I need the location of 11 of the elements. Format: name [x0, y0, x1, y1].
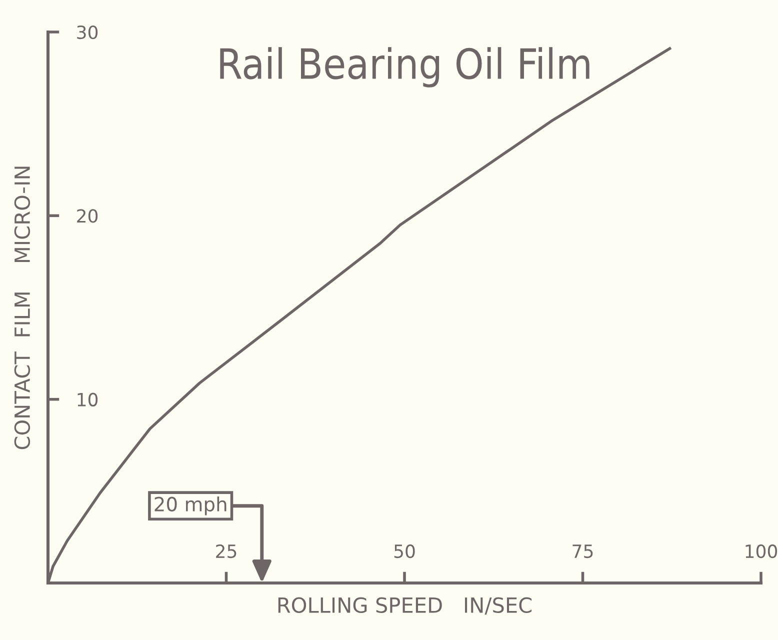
y-tick-label: 10 [78, 392, 98, 406]
x-tick-label: 75 [572, 544, 593, 558]
chart-title: Rail Bearing Oil Film [220, 47, 590, 88]
y-axis-title: CONTACT FILM MICRO-IN [14, 166, 30, 450]
x-tick-label: 50 [394, 544, 415, 558]
y-tick-label: 20 [77, 209, 98, 223]
x-axis-title: ROLLING SPEED IN/SEC [278, 597, 532, 615]
x-tick-label: 25 [216, 544, 236, 558]
x-tick-label: 100 [746, 544, 778, 558]
ref-line-label: 20 mph [154, 496, 226, 516]
y-tick-label: 30 [77, 25, 98, 40]
